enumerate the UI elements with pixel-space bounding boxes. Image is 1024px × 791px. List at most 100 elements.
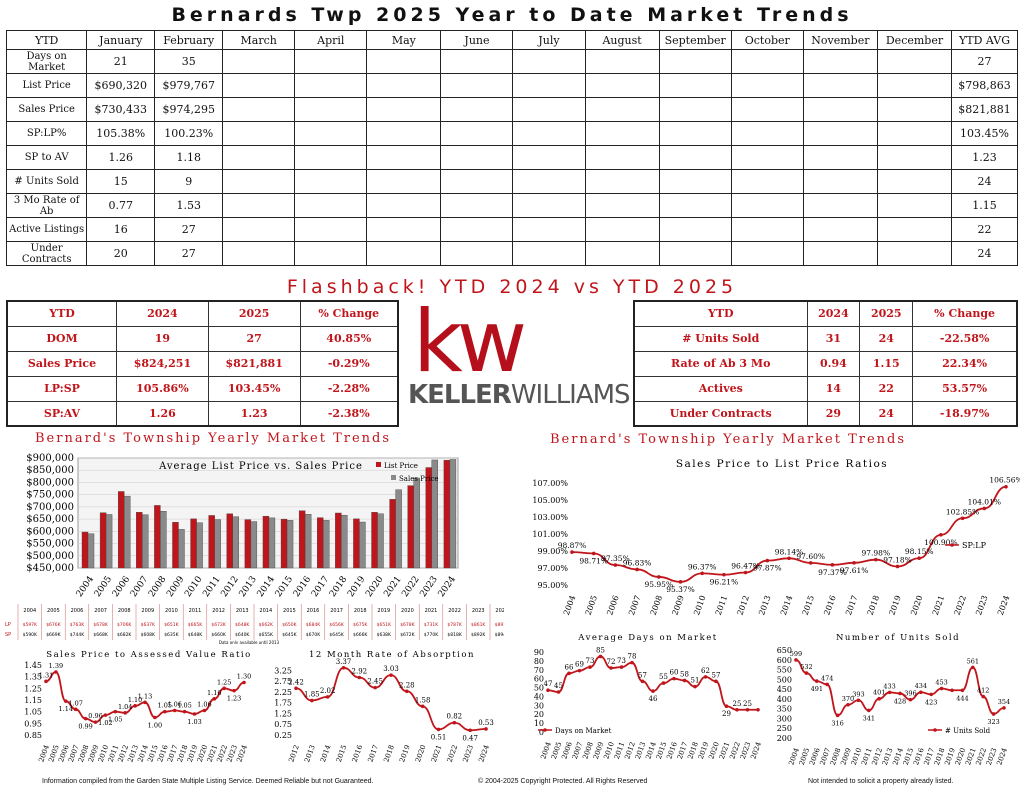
- data-label: 1.25: [217, 678, 231, 686]
- table-cell: Rate of Ab 3 Mo: [633, 350, 808, 377]
- data-point: [546, 688, 550, 693]
- x-tick-label: 2006: [605, 594, 620, 616]
- data-label: 96.83%: [623, 558, 652, 567]
- y-tick-label: $800,000: [26, 477, 74, 488]
- table-cell: 22.34%: [912, 350, 1018, 377]
- table-cell: -0.29%: [299, 350, 399, 377]
- strip-sales-value: $672K: [400, 632, 415, 638]
- col-header-april: April: [294, 30, 368, 50]
- data-point: [83, 716, 88, 721]
- data-point: [804, 671, 809, 675]
- table-cell: 103.45%: [207, 375, 301, 402]
- table-cell: -18.97%: [912, 400, 1018, 427]
- y-tick-label: $850,000: [26, 465, 74, 476]
- cell-empty: [730, 121, 804, 146]
- cell-empty: [802, 193, 878, 218]
- sales-price-bar: [304, 514, 312, 569]
- x-tick-label: 2005: [584, 594, 599, 616]
- x-tick-label: 2014: [319, 743, 333, 763]
- y-tick-label: 0.85: [24, 731, 42, 740]
- data-point: [743, 570, 748, 575]
- cell-empty: [802, 49, 878, 74]
- strip-list-value: $672K: [211, 622, 226, 628]
- sales-price-bar: [232, 516, 239, 569]
- y-tick-label: 250: [777, 724, 792, 733]
- table-cell: 29: [806, 400, 861, 427]
- cell-empty: [876, 145, 953, 170]
- data-point: [452, 720, 457, 725]
- data-point: [794, 658, 798, 662]
- data-label: 2.92: [352, 667, 368, 675]
- data-label: 96.47%: [731, 562, 760, 571]
- sales-price-bar: [413, 477, 420, 569]
- x-tick-label: 2016: [351, 743, 365, 763]
- data-point: [222, 686, 226, 691]
- cell-empty: [440, 49, 514, 74]
- row-label: SP:LP%: [5, 121, 88, 146]
- data-point: [908, 697, 913, 702]
- table-row: # Units Sold 15 9 24: [5, 169, 1018, 194]
- data-label: 1.05: [177, 702, 191, 710]
- data-label: 73: [617, 657, 626, 665]
- cell-february: 100.23%: [154, 121, 224, 146]
- data-label: 57: [712, 671, 721, 679]
- table-row: Actives 14 22 53.57%: [633, 375, 1018, 402]
- sales-price-bar: [395, 489, 402, 569]
- table-cell: 24: [859, 400, 914, 427]
- strip-list-value: $861K: [471, 622, 486, 628]
- strip-year: 2010: [165, 608, 178, 614]
- col-header: % Change: [912, 300, 1018, 327]
- cell-empty: [366, 97, 442, 122]
- cell-empty: [440, 241, 514, 266]
- data-label: 1.06: [167, 701, 181, 709]
- cell-empty: [584, 73, 660, 98]
- cell-empty: [366, 217, 442, 242]
- list-price-bar: [99, 512, 107, 569]
- chart-title: Number of Units Sold: [836, 633, 960, 643]
- cell-empty: [802, 169, 878, 194]
- cell-empty: [584, 97, 660, 122]
- y-tick-label: 0.25: [274, 731, 292, 740]
- y-tick-label: 1.25: [24, 684, 42, 693]
- data-point: [93, 720, 98, 724]
- data-point: [619, 665, 624, 669]
- kw-logo-name: KELLERWILLIAMS: [408, 380, 631, 410]
- x-tick-label: 2009: [670, 594, 685, 616]
- data-point: [556, 690, 561, 694]
- section-title-right: Bernard's Township Yearly Market Trends: [550, 432, 907, 447]
- y-tick-label: $600,000: [26, 526, 74, 537]
- data-label: 1.06: [197, 701, 211, 709]
- legend-swatch: [391, 475, 396, 480]
- data-point: [825, 682, 829, 687]
- data-point: [570, 550, 574, 554]
- strip-list-value: $665K: [188, 622, 203, 628]
- strip-list-value: $678K: [400, 622, 415, 628]
- data-label: 51: [691, 677, 700, 685]
- data-point: [981, 694, 985, 699]
- col-header-july: July: [512, 30, 586, 50]
- table-cell: 27: [207, 325, 301, 352]
- footer-copyright: © 2004-2025 Copyright Protected. All Rig…: [478, 778, 648, 785]
- strip-list-value: $675K: [353, 622, 368, 628]
- col-header-october: October: [730, 30, 804, 50]
- data-point: [960, 688, 965, 693]
- data-label: 1.05: [158, 702, 172, 710]
- data-label: 97.18%: [883, 555, 912, 564]
- table-row: DOM 19 27 40.85%: [6, 325, 399, 352]
- cell-empty: [802, 97, 878, 122]
- cell-empty: [294, 73, 368, 98]
- strip-year: 2020: [401, 608, 414, 614]
- y-tick-label: 0.95: [24, 719, 42, 728]
- cell-empty: [876, 193, 953, 218]
- chart-title: Sales Price to List Price Ratios: [676, 458, 888, 470]
- table-row: Days on Market 21 35 27: [5, 49, 1018, 74]
- data-point: [232, 688, 236, 693]
- cell-empty: [876, 169, 953, 194]
- col-header-november: November: [802, 30, 878, 50]
- data-point: [919, 690, 923, 695]
- cell-empty: [876, 121, 953, 146]
- data-label: 1.39: [49, 662, 63, 670]
- legend-swatch: [376, 462, 381, 467]
- sales-price-bar: [431, 459, 439, 569]
